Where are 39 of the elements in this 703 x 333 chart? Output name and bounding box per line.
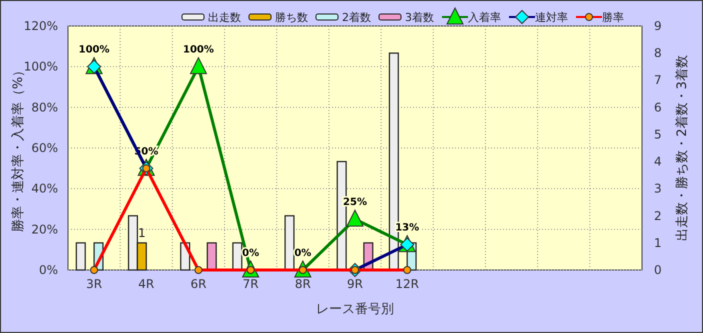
y2-tick-label: 3 bbox=[654, 182, 662, 196]
x-axis-title: レース番号別 bbox=[316, 302, 394, 317]
y-tick-label: 60% bbox=[31, 141, 58, 155]
y2-tick-label: 6 bbox=[654, 100, 662, 114]
y-axis-title: 勝率・連対率・入着率（%） bbox=[10, 64, 26, 232]
y-tick-label: 20% bbox=[31, 222, 58, 236]
legend-label: 3着数 bbox=[405, 11, 434, 24]
y2-tick-label: 7 bbox=[654, 73, 662, 88]
y2-axis-title: 出走数・勝ち数・2着数・3着数 bbox=[674, 55, 690, 241]
y-tick-label: 40% bbox=[31, 182, 58, 196]
x-tick-label: 9R bbox=[347, 277, 363, 291]
x-tick-label: 4R bbox=[138, 277, 154, 291]
y-tick-label: 0% bbox=[38, 263, 58, 277]
x-tick-label: 8R bbox=[294, 277, 311, 291]
legend-label: 2着数 bbox=[342, 11, 371, 24]
data-label: 0% bbox=[294, 248, 312, 259]
legend-label: 勝率 bbox=[602, 11, 624, 24]
y2-tick-label: 4 bbox=[654, 154, 662, 169]
y-tick-label: 120% bbox=[24, 19, 58, 33]
x-tick-label: 6R bbox=[190, 277, 206, 291]
data-label: 1 bbox=[138, 226, 146, 240]
data-label: 100% bbox=[78, 44, 110, 56]
legend-label: 勝ち数 bbox=[275, 11, 308, 24]
y-tick-label: 80% bbox=[31, 100, 58, 114]
data-label: 100% bbox=[183, 44, 214, 56]
y2-tick-label: 8 bbox=[654, 46, 662, 60]
x-tick-label: 12R bbox=[395, 277, 419, 291]
y2-tick-label: 0 bbox=[654, 263, 662, 277]
x-tick-label: 7R bbox=[242, 277, 259, 291]
y2-tick-label: 9 bbox=[654, 19, 662, 33]
y2-tick-label: 5 bbox=[654, 127, 662, 142]
bar bbox=[76, 242, 86, 271]
y2-tick-label: 1 bbox=[654, 236, 662, 250]
y-tick-label: 100% bbox=[24, 60, 58, 74]
y2-tick-label: 2 bbox=[654, 208, 662, 223]
legend-label: 入着率 bbox=[468, 11, 501, 24]
x-tick-label: 3R bbox=[86, 277, 102, 291]
legend-label: 連対率 bbox=[535, 11, 568, 24]
legend-label: 出走数 bbox=[208, 11, 241, 24]
